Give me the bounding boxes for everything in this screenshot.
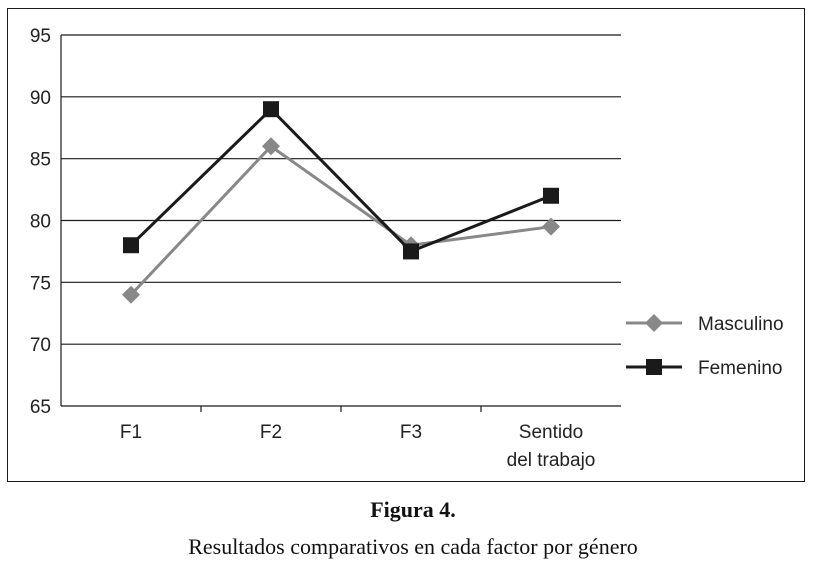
chart-frame: 65 70 75 80 85 90 95 F1 F2 F3 Sentido del trabajo M… — [7, 8, 805, 482]
x-tick-label-1: F1 — [120, 422, 142, 443]
y-tick-label-70: 70 — [30, 335, 51, 356]
y-tick-label-90: 90 — [30, 88, 51, 109]
x-tick-label-2: F2 — [260, 422, 282, 443]
x-tick-label-4: Sentido del trabajo — [507, 422, 596, 471]
legend-item-femenino: Femenino — [626, 358, 783, 379]
data-point-masculino-4 — [542, 217, 560, 236]
figure-title: Figura 4. — [370, 497, 456, 522]
data-point-masculino-2 — [262, 137, 280, 156]
figure-caption: Resultados comparativos en cada factor p… — [188, 534, 638, 559]
data-point-femenino-1 — [123, 237, 139, 254]
y-tick-label-95: 95 — [30, 26, 51, 47]
y-tick-label-80: 80 — [30, 212, 51, 233]
series-line-masculino — [129, 144, 552, 296]
x-tick-label-3: F3 — [400, 422, 422, 443]
y-tick-label-65: 65 — [30, 397, 51, 418]
legend-label-masculino: Masculino — [698, 314, 784, 335]
line-chart: 65 70 75 80 85 90 95 F1 F2 F3 Sentido del trabajo M… — [30, 26, 784, 471]
data-point-femenino-4 — [543, 187, 559, 204]
data-point-femenino-3 — [403, 243, 419, 260]
data-point-femenino-2 — [263, 101, 279, 118]
legend-marker-masculino — [645, 314, 663, 332]
series-femenino — [123, 101, 559, 260]
y-tick-label-75: 75 — [30, 273, 51, 294]
y-tick-label-85: 85 — [30, 150, 51, 171]
series-line-femenino — [129, 107, 552, 254]
legend-marker-femenino — [646, 359, 662, 375]
data-point-masculino-1 — [122, 285, 140, 304]
legend-label-femenino: Femenino — [698, 358, 783, 379]
legend-item-masculino: Masculino — [626, 314, 784, 335]
